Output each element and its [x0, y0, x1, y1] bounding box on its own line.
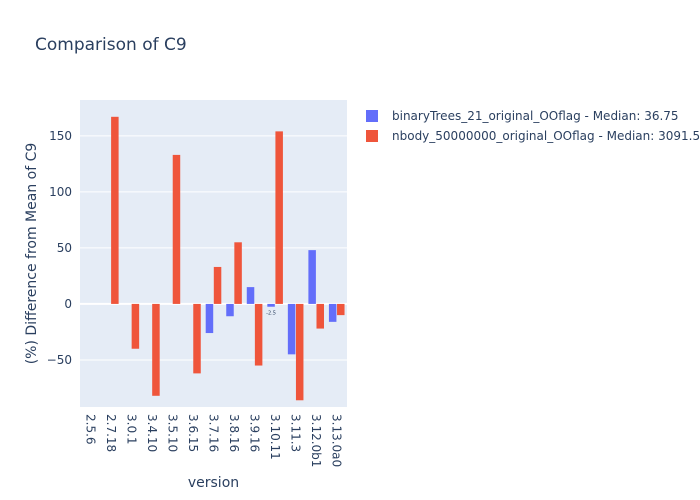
x-tick-label: 3.7.16 [207, 414, 221, 452]
bar-nbody-3.6.15[interactable] [193, 303, 201, 374]
bar-nbody-3.8.16[interactable] [234, 242, 242, 304]
bar-nbody-3.0.1[interactable] [131, 303, 140, 349]
bar-nbody-3.12.0b1[interactable] [316, 303, 324, 329]
legend-item[interactable]: nbody_50000000_original_OOflag - Median:… [366, 129, 700, 143]
bar-binarytrees-3.10.11[interactable] [267, 303, 275, 307]
x-tick-label: 3.9.16 [248, 414, 262, 452]
legend-swatch [366, 110, 378, 122]
y-tick-label: 150 [49, 129, 72, 143]
x-axis-ticks: 2.5.6 2.7.18 3.0.1 3.4.10 3.5.10 3.6.15 3.7.16… [83, 414, 343, 467]
bar-binarytrees-3.9.16[interactable] [246, 287, 255, 304]
x-tick-label: 3.6.15 [186, 414, 200, 452]
chart-title: Comparison of C9 [35, 35, 187, 55]
legend-item[interactable]: binaryTrees_21_original_OOflag - Median:… [366, 109, 679, 123]
bar-binarytrees-3.8.16[interactable] [226, 303, 234, 317]
x-tick-label: 3.13.0a0 [330, 414, 344, 467]
bar-nbody-3.4.10[interactable] [152, 303, 160, 396]
legend-swatch [366, 130, 378, 142]
x-tick-label: 3.5.10 [165, 414, 179, 452]
x-tick-label: 2.7.18 [104, 414, 118, 452]
x-tick-label: 3.8.16 [227, 414, 241, 452]
x-axis-title: version [188, 475, 239, 491]
y-tick-label: −50 [47, 353, 72, 367]
y-tick-label: 0 [64, 297, 72, 311]
y-tick-label: 50 [57, 241, 72, 255]
x-tick-label: 3.11.3 [289, 414, 303, 452]
y-axis-title: (%) Difference from Mean of C9 [24, 143, 40, 365]
bar-nbody-3.10.11[interactable] [275, 131, 283, 304]
bars: -2.5 [111, 116, 345, 401]
y-axis-ticks: −50 0 50 100 150 [47, 129, 72, 367]
bar-binarytrees-3.11.3[interactable] [287, 303, 296, 355]
bar-nbody-3.7.16[interactable] [213, 266, 222, 304]
legend-label: nbody_50000000_original_OOflag - Median:… [392, 129, 700, 143]
bar-binarytrees-3.13.0a0[interactable] [328, 303, 337, 322]
bar-nbody-3.13.0a0[interactable] [337, 303, 345, 316]
bar-binarytrees-3.12.0b1[interactable] [308, 250, 316, 304]
bar-nbody-3.9.16[interactable] [254, 303, 263, 366]
legend-label: binaryTrees_21_original_OOflag - Median:… [392, 109, 679, 123]
bar-nbody-3.11.3[interactable] [295, 303, 304, 401]
x-tick-label: 3.10.11 [268, 414, 282, 460]
bar-nbody-3.5.10[interactable] [172, 154, 181, 304]
bar-binarytrees-3.7.16[interactable] [205, 303, 214, 334]
x-tick-label: 3.12.0b1 [309, 414, 323, 467]
x-tick-label: 2.5.6 [83, 414, 97, 445]
x-tick-label: 3.0.1 [124, 414, 138, 445]
x-tick-label: 3.4.10 [145, 414, 159, 452]
legend[interactable]: binaryTrees_21_original_OOflag - Median:… [366, 109, 700, 143]
y-tick-label: 100 [49, 185, 72, 199]
bar-nbody-2.7.18[interactable] [111, 116, 119, 304]
bar-data-label: -2.5 [266, 311, 276, 317]
plot-area [80, 100, 347, 407]
